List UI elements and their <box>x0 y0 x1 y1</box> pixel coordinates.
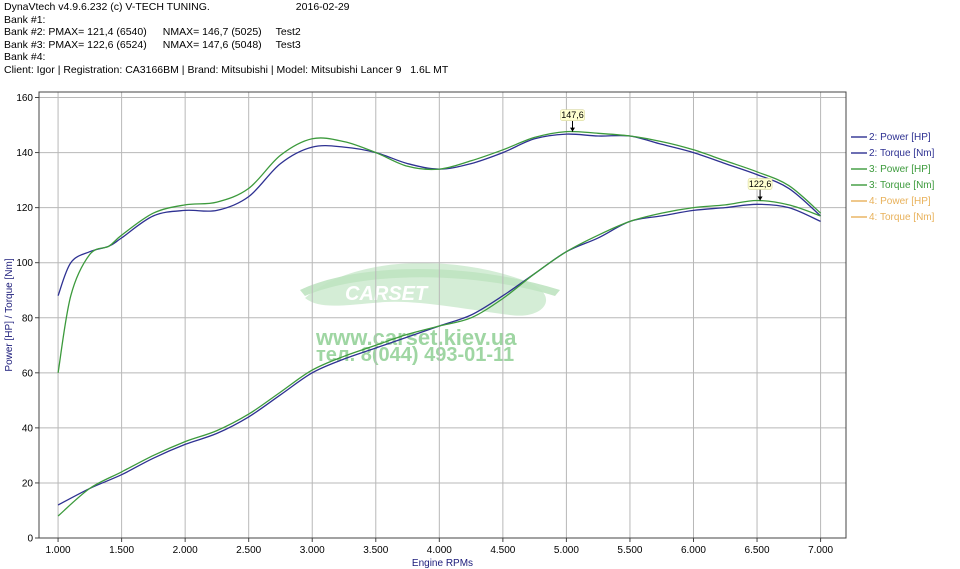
bank2-nmax: NMAX= 146,7 (5025) <box>162 26 262 39</box>
chart-series <box>57 130 822 517</box>
y-axis-title: Power [HP] / Torque [Nm] <box>4 258 15 371</box>
bank3-nmax: NMAX= 147,6 (5048) <box>162 38 262 51</box>
carset-watermark: CARSET www.carset.kiev.ua тел. 8(044) 49… <box>300 263 560 366</box>
client-row: Client: Igor | Registration: CA3166BM | … <box>4 63 449 76</box>
report-date: 2016-02-29 <box>295 1 350 13</box>
chart-annotations: 147,6 122,6 <box>560 109 773 201</box>
plot-frame <box>38 91 847 539</box>
y-tick-label: 100 <box>16 258 33 269</box>
watermark-arc <box>300 269 560 296</box>
bank3-name: Test3 <box>275 38 301 51</box>
bank4-row: Bank #4: <box>4 51 46 64</box>
x-tick-label: 4.500 <box>490 545 515 556</box>
x-tick-label: 3.000 <box>300 545 325 556</box>
callout-box <box>747 178 773 190</box>
y-tick-label: 60 <box>22 368 34 379</box>
bank2-pmax: PMAX= 121,4 (6540) <box>48 26 147 39</box>
x-tick-label: 3.500 <box>363 545 388 556</box>
legend-entry: 3: Torque [Nm] <box>869 180 935 191</box>
report-header: DynaVtech v4.9.6.232 (c) V-TECH TUNING. 2… <box>4 1 448 77</box>
x-tick-label: 1.500 <box>109 545 134 556</box>
x-axis-title: Engine RPMs <box>412 558 473 569</box>
legend-entry: 4: Power [HP] <box>869 196 931 207</box>
watermark-phone: тел. 8(044) 493-01-11 <box>316 344 514 366</box>
x-tick-label: 1.000 <box>46 545 71 556</box>
y-tick-label: 140 <box>16 148 33 159</box>
series-line-1 <box>57 133 822 296</box>
bank3-label: Bank #3: <box>4 38 46 51</box>
x-tick-label: 6.500 <box>745 545 770 556</box>
header-title-row: DynaVtech v4.9.6.232 (c) V-TECH TUNING. 2… <box>4 1 448 14</box>
chart-grid <box>39 92 846 539</box>
x-tick-label: 6.000 <box>681 545 706 556</box>
y-tick-label: 20 <box>22 478 34 489</box>
y-tick-label: 40 <box>22 423 34 434</box>
watermark-brand: CARSET <box>345 283 429 305</box>
y-tick-label: 0 <box>27 534 33 545</box>
bank2-label: Bank #2: <box>4 26 46 39</box>
x-tick-label: 5.500 <box>617 545 642 556</box>
bank1-row: Bank #1: <box>4 13 46 26</box>
legend-entry: 4: Torque [Nm] <box>869 212 935 223</box>
y-tick-label: 120 <box>16 203 33 214</box>
callout-label: 122,6 <box>749 179 772 189</box>
callout-label: 147,6 <box>561 110 584 120</box>
x-tick-label: 4.000 <box>427 545 452 556</box>
legend-entry: 2: Torque [Nm] <box>869 148 935 159</box>
x-tick-label: 2.000 <box>173 545 198 556</box>
series-line-2 <box>57 199 821 517</box>
y-tick-label: 80 <box>22 313 34 324</box>
x-tick-label: 7.000 <box>808 545 833 556</box>
callout-arrow <box>757 196 763 201</box>
bank2-name: Test2 <box>275 26 301 39</box>
y-tick-label: 160 <box>16 93 33 104</box>
series-line-3 <box>57 130 822 373</box>
bank3-pmax: PMAX= 122,6 (6524) <box>48 38 147 51</box>
callout-arrow <box>570 127 576 132</box>
x-tick-label: 2.500 <box>236 545 261 556</box>
app-title: DynaVtech v4.9.6.232 (c) V-TECH TUNING. <box>4 1 210 13</box>
callout-box <box>560 109 585 121</box>
legend-entry: 3: Power [HP] <box>869 164 931 175</box>
chart-legend: 2: Power [HP] 2: Torque [Nm] 3: Power [HP]… <box>851 132 935 223</box>
bank2-row: Bank #2: PMAX= 121,4 (6540) NMAX= 146,7 (… <box>4 26 448 39</box>
legend-entry: 2: Power [HP] <box>869 132 931 143</box>
bank3-row: Bank #3: PMAX= 122,6 (6524) NMAX= 147,6 (… <box>4 39 448 52</box>
watermark-url: www.carset.kiev.ua <box>315 325 517 350</box>
chart-axes: 1.000 1.500 2.000 2.500 3.000 3.500 4.000 4.500… <box>16 91 847 556</box>
x-tick-label: 5.000 <box>554 545 579 556</box>
